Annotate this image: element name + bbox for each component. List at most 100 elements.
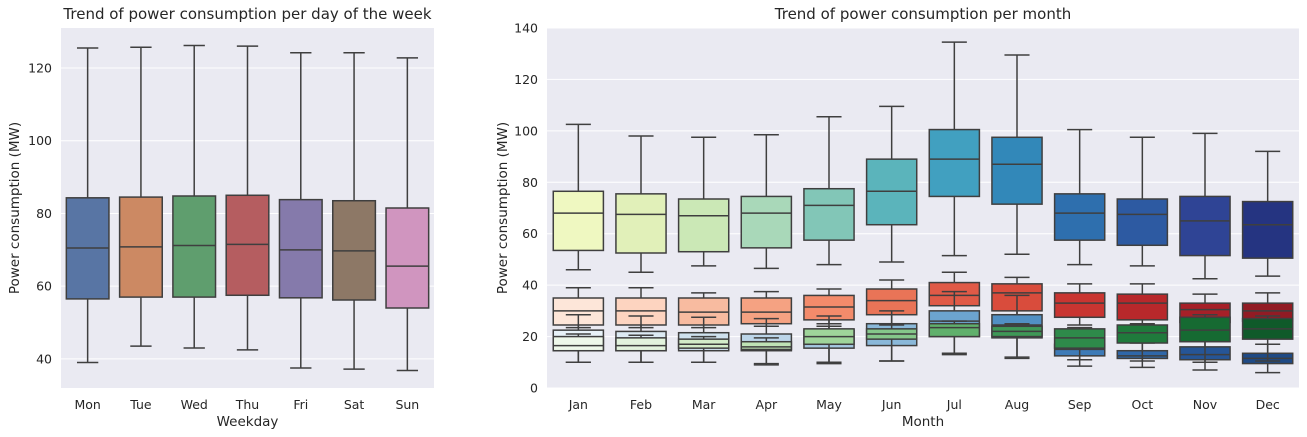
month-box-apr-1 [740, 133, 793, 270]
weekday-box-fri [278, 51, 323, 369]
iqr-box [615, 193, 667, 254]
weekday-x-tick-label: Tue [129, 397, 152, 412]
month-box-nov-1 [1179, 132, 1231, 280]
iqr-box [1116, 293, 1169, 321]
month-boxes [552, 41, 1294, 374]
iqr-box [225, 194, 270, 297]
month-box-feb-4 [615, 334, 667, 364]
iqr-box [552, 190, 605, 252]
month-x-tick-label: Apr [756, 397, 778, 412]
month-y-tick-label: 140 [514, 21, 538, 36]
weekday-y-tick-labels: 40 60 80 100 120 [28, 61, 52, 367]
iqr-box [991, 136, 1043, 205]
weekday-box-wed [172, 44, 217, 349]
month-box-aug-1 [991, 54, 1043, 256]
month-x-tick-label: Jun [881, 397, 902, 412]
iqr-box [928, 322, 981, 338]
iqr-box [1241, 200, 1294, 259]
weekday-x-tick-label: Mon [74, 397, 100, 412]
iqr-box [677, 198, 730, 253]
month-box-jan-1 [552, 123, 605, 271]
month-chart: 0 20 40 60 80 100 120 140 Jan Feb Mar Apr May Jun Jul… [495, 5, 1299, 430]
month-box-feb-1 [615, 135, 667, 274]
weekday-x-tick-label: Sat [344, 397, 365, 412]
month-box-may-1 [803, 115, 855, 266]
month-grid [547, 27, 1299, 389]
weekday-x-tick-label: Wed [181, 397, 208, 412]
weekday-y-tick-label: 40 [36, 351, 52, 366]
month-box-dec-4 [1241, 315, 1294, 362]
weekday-y-axis-label: Power consumption (MW) [7, 122, 23, 294]
weekday-x-tick-label: Fri [293, 397, 308, 412]
month-box-jan-4 [552, 333, 605, 364]
month-box-aug-4 [991, 322, 1043, 358]
month-box-jun-1 [865, 105, 918, 263]
month-box-jul-1 [928, 41, 981, 257]
iqr-box [1053, 193, 1106, 241]
month-box-jul-4 [928, 320, 981, 355]
weekday-x-tick-labels: Mon Tue Wed Thu Fri Sat Sun [74, 397, 419, 412]
iqr-box [1053, 292, 1106, 319]
iqr-box [1179, 195, 1231, 257]
month-y-tick-label: 100 [514, 123, 538, 138]
month-box-feb-2 [615, 286, 667, 329]
month-box-sep-2 [1053, 283, 1106, 326]
month-x-axis-label: Month [902, 414, 944, 430]
month-y-tick-labels: 0 20 40 60 80 100 120 140 [514, 21, 538, 396]
month-y-tick-label: 40 [522, 278, 538, 293]
month-x-tick-label: Aug [1005, 397, 1029, 412]
weekday-y-tick-label: 100 [28, 133, 52, 148]
month-box-oct-4 [1116, 322, 1169, 362]
month-x-tick-labels: Jan Feb Mar Apr May Jun Jul Aug Sep Oct Nov Dec [568, 397, 1280, 412]
month-x-tick-label: Nov [1193, 397, 1218, 412]
weekday-x-axis-label: Weekday [217, 414, 279, 430]
iqr-box [385, 207, 430, 309]
month-box-sep-4 [1053, 326, 1106, 361]
month-y-tick-label: 60 [522, 226, 538, 241]
weekday-box-sun [385, 57, 430, 372]
month-plot-background [547, 28, 1299, 388]
weekday-box-thu [225, 45, 270, 351]
weekday-x-tick-label: Sun [395, 397, 419, 412]
iqr-box [552, 335, 605, 352]
month-x-tick-label: Mar [692, 397, 716, 412]
month-y-axis-label: Power consumption (MW) [495, 122, 511, 294]
month-y-tick-label: 0 [530, 381, 538, 396]
month-x-tick-label: Feb [630, 397, 652, 412]
iqr-box [740, 195, 793, 249]
month-box-jun-4 [865, 324, 918, 362]
weekday-y-tick-label: 80 [36, 206, 52, 221]
month-box-mar-4 [677, 335, 730, 364]
month-box-dec-1 [1241, 150, 1294, 277]
month-x-tick-label: Dec [1256, 397, 1280, 412]
month-x-tick-label: Jan [568, 397, 588, 412]
month-box-apr-4 [740, 337, 793, 366]
weekday-box-mon [65, 47, 110, 364]
iqr-box [278, 198, 323, 299]
iqr-box [803, 187, 855, 241]
month-y-tick-label: 80 [522, 175, 538, 190]
weekday-boxes [65, 44, 430, 372]
iqr-box [928, 128, 981, 198]
month-x-tick-label: Jul [946, 397, 962, 412]
iqr-box [1116, 198, 1169, 247]
weekday-x-tick-label: Thu [235, 397, 259, 412]
month-box-mar-1 [677, 136, 730, 267]
month-box-nov-4 [1179, 313, 1231, 364]
weekday-box-sat [332, 51, 377, 370]
month-y-tick-label: 120 [514, 72, 538, 87]
iqr-box [172, 195, 217, 298]
weekday-y-tick-label: 60 [36, 279, 52, 294]
weekday-box-tue [118, 46, 163, 347]
month-box-oct-1 [1116, 136, 1169, 267]
month-x-tick-label: Sep [1068, 397, 1092, 412]
month-chart-title: Trend of power consumption per month [774, 5, 1071, 23]
month-y-tick-label: 20 [522, 329, 538, 344]
month-box-may-4 [803, 325, 855, 365]
iqr-box [740, 340, 793, 351]
weekday-chart-title: Trend of power consumption per day of th… [62, 5, 431, 23]
month-x-tick-label: May [816, 397, 842, 412]
month-x-tick-label: Oct [1132, 397, 1154, 412]
month-box-sep-1 [1053, 128, 1106, 266]
